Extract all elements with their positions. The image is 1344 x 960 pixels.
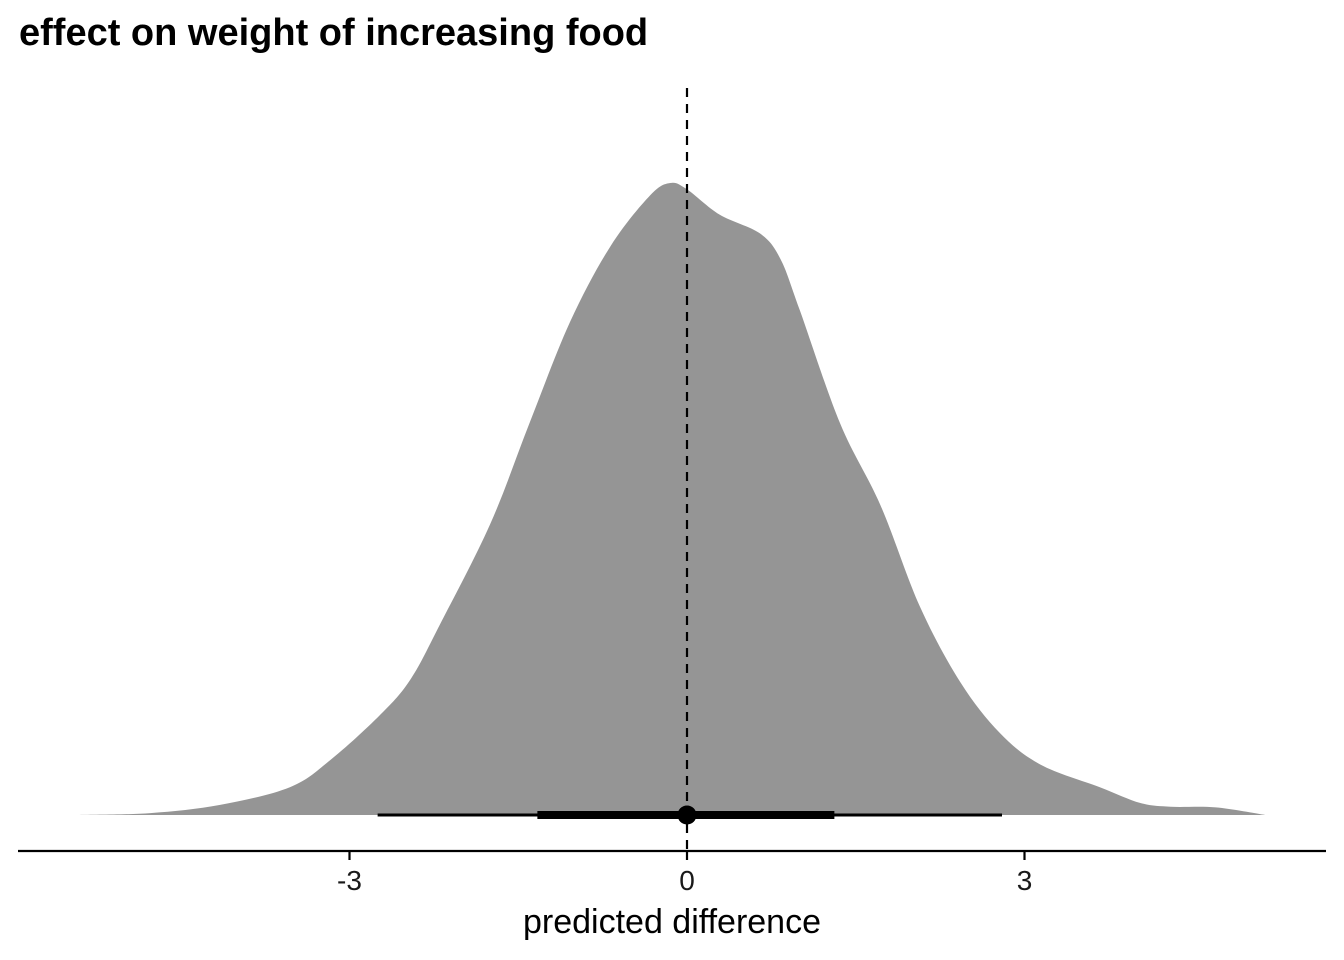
x-tick-label: 0 bbox=[679, 865, 695, 896]
density-area bbox=[79, 182, 1266, 815]
point-estimate bbox=[677, 805, 697, 825]
x-axis-title: predicted difference bbox=[523, 903, 821, 941]
interval-layer bbox=[377, 805, 1002, 825]
x-tick-label: 3 bbox=[1017, 865, 1033, 896]
chart-title: effect on weight of increasing food bbox=[19, 12, 649, 54]
x-axis-ticks: -3 0 3 bbox=[337, 851, 1032, 896]
x-tick-label: -3 bbox=[337, 865, 362, 896]
density-layer bbox=[79, 182, 1266, 815]
